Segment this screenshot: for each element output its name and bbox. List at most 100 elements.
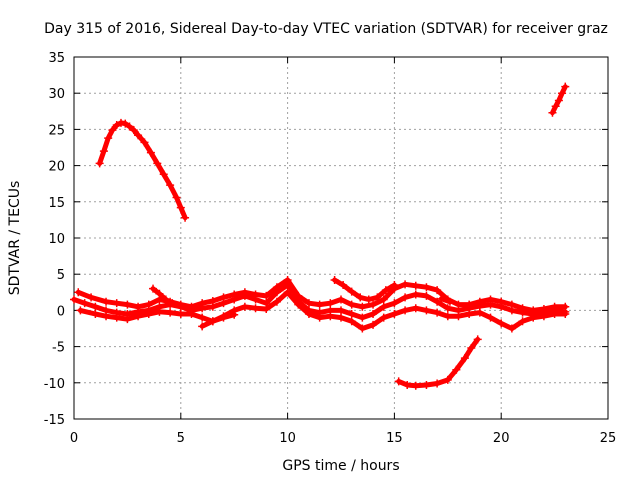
data-point — [550, 302, 559, 311]
data-point — [422, 291, 431, 300]
x-axis-label: GPS time / hours — [282, 458, 399, 474]
data-point — [112, 121, 121, 130]
x-tick-label: 0 — [70, 431, 78, 446]
series-trace — [199, 312, 237, 329]
data-point — [358, 313, 367, 322]
data-point — [74, 288, 83, 297]
data-point — [125, 122, 134, 131]
data-point — [358, 302, 367, 311]
y-tick-label: -15 — [44, 413, 65, 428]
y-axis-label: SDTVAR / TECUs — [7, 181, 23, 296]
data-point — [347, 310, 356, 319]
data-point — [379, 313, 388, 322]
data-point — [347, 300, 356, 309]
data-point — [80, 299, 89, 308]
data-point — [70, 295, 78, 304]
data-point — [176, 300, 185, 309]
data-point — [422, 283, 431, 292]
data-point — [473, 335, 482, 344]
y-tick-label: -5 — [52, 341, 65, 356]
data-point — [304, 299, 313, 308]
data-point — [554, 96, 563, 105]
y-tick-label: 10 — [48, 232, 65, 247]
data-point — [401, 280, 410, 289]
data-point — [379, 295, 388, 304]
data-point — [337, 306, 345, 315]
data-point — [315, 313, 324, 322]
data-point — [262, 304, 271, 313]
series-band-lower — [76, 288, 570, 333]
data-point — [272, 283, 281, 292]
data-point — [379, 302, 388, 311]
data-point — [149, 284, 158, 293]
data-point — [112, 299, 121, 308]
data-point — [433, 379, 442, 388]
data-point — [134, 131, 143, 140]
data-point — [390, 310, 399, 319]
data-point — [134, 312, 143, 321]
data-point — [337, 313, 345, 322]
data-point — [240, 302, 249, 311]
data-point — [443, 304, 452, 313]
data-series — [70, 82, 570, 390]
data-point — [168, 299, 177, 308]
data-point — [99, 147, 108, 156]
data-point — [91, 302, 100, 311]
data-point — [102, 297, 111, 306]
data-point — [411, 281, 420, 290]
y-tick-label: 20 — [48, 160, 65, 175]
gridlines — [74, 57, 608, 419]
data-point — [347, 287, 356, 296]
data-point — [467, 344, 476, 353]
data-point — [358, 324, 367, 333]
data-point — [548, 108, 557, 117]
data-point — [390, 281, 399, 290]
data-point — [558, 89, 567, 98]
data-point — [411, 304, 420, 313]
data-point — [337, 295, 345, 304]
data-point — [283, 288, 292, 297]
data-point — [102, 312, 111, 321]
data-point — [176, 310, 185, 319]
data-point — [497, 297, 506, 306]
data-point — [460, 354, 469, 363]
data-point — [129, 126, 138, 135]
x-tick-label: 5 — [177, 431, 185, 446]
data-point — [155, 307, 164, 316]
data-point — [76, 306, 85, 315]
y-tick-label: -10 — [44, 377, 65, 392]
x-tick-label: 10 — [279, 431, 296, 446]
data-point — [445, 297, 454, 306]
data-point — [339, 281, 348, 290]
data-point — [230, 310, 239, 319]
data-point — [155, 289, 164, 298]
data-point — [411, 381, 420, 390]
data-point — [219, 313, 228, 322]
data-point — [134, 302, 143, 311]
data-point — [422, 306, 431, 315]
series-arc-high-late — [548, 82, 570, 117]
data-point — [422, 380, 431, 389]
data-point — [452, 365, 461, 374]
data-point — [144, 300, 153, 309]
x-tick-labels: 0 5 10 15 20 25 — [70, 431, 616, 446]
series-trace — [77, 289, 568, 331]
data-point — [166, 308, 175, 317]
series-trace — [150, 286, 175, 306]
data-point — [475, 297, 484, 306]
data-point — [146, 148, 155, 157]
data-point — [411, 290, 420, 299]
data-point — [208, 317, 217, 326]
data-point — [330, 275, 339, 284]
data-point — [326, 312, 335, 321]
data-point — [550, 310, 559, 319]
series-trace — [396, 336, 481, 389]
series-arc-bump-noon — [330, 275, 399, 304]
series-arc-low-afternoon — [394, 335, 482, 390]
data-point — [181, 213, 190, 222]
x-tick-label: 25 — [600, 431, 617, 446]
axis-ticks — [73, 56, 609, 420]
data-point — [104, 134, 113, 143]
data-point — [507, 300, 516, 309]
